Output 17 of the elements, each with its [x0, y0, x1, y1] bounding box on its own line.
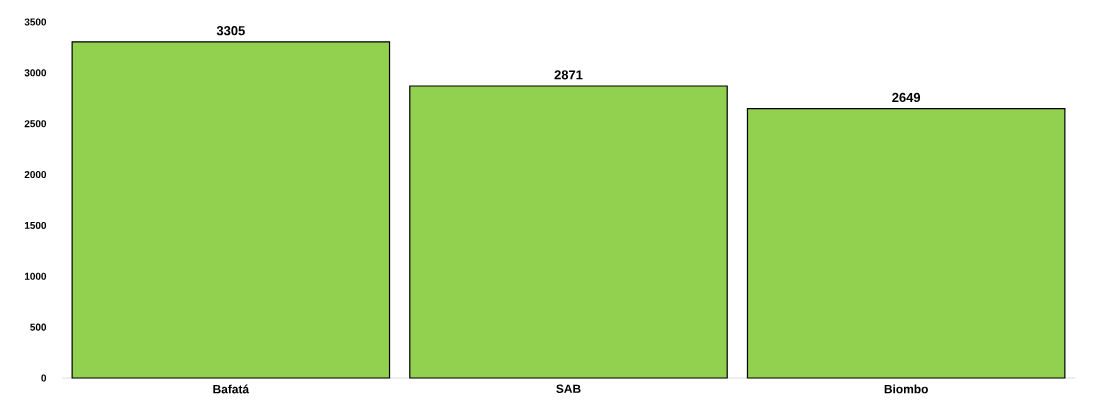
y-tick-label: 1500	[24, 221, 47, 229]
y-tick-label: 500	[30, 323, 47, 331]
bar	[746, 107, 1066, 379]
y-tick-label: 0	[41, 374, 47, 382]
y-tick-label: 3500	[24, 18, 47, 26]
x-tick-label: Bafatá	[213, 384, 250, 394]
x-tick-label: SAB	[556, 384, 581, 393]
x-tick-label: Biombo	[884, 384, 928, 394]
y-tick-label: 1000	[24, 272, 47, 280]
bar	[71, 41, 391, 379]
data-label: 2649	[892, 92, 921, 103]
data-label: 2871	[554, 70, 583, 80]
bar	[409, 85, 728, 379]
y-tick-label: 2500	[24, 120, 47, 128]
y-tick-label: 3000	[24, 69, 47, 77]
data-label: 3305	[216, 26, 245, 36]
y-tick-label: 2000	[24, 171, 47, 179]
